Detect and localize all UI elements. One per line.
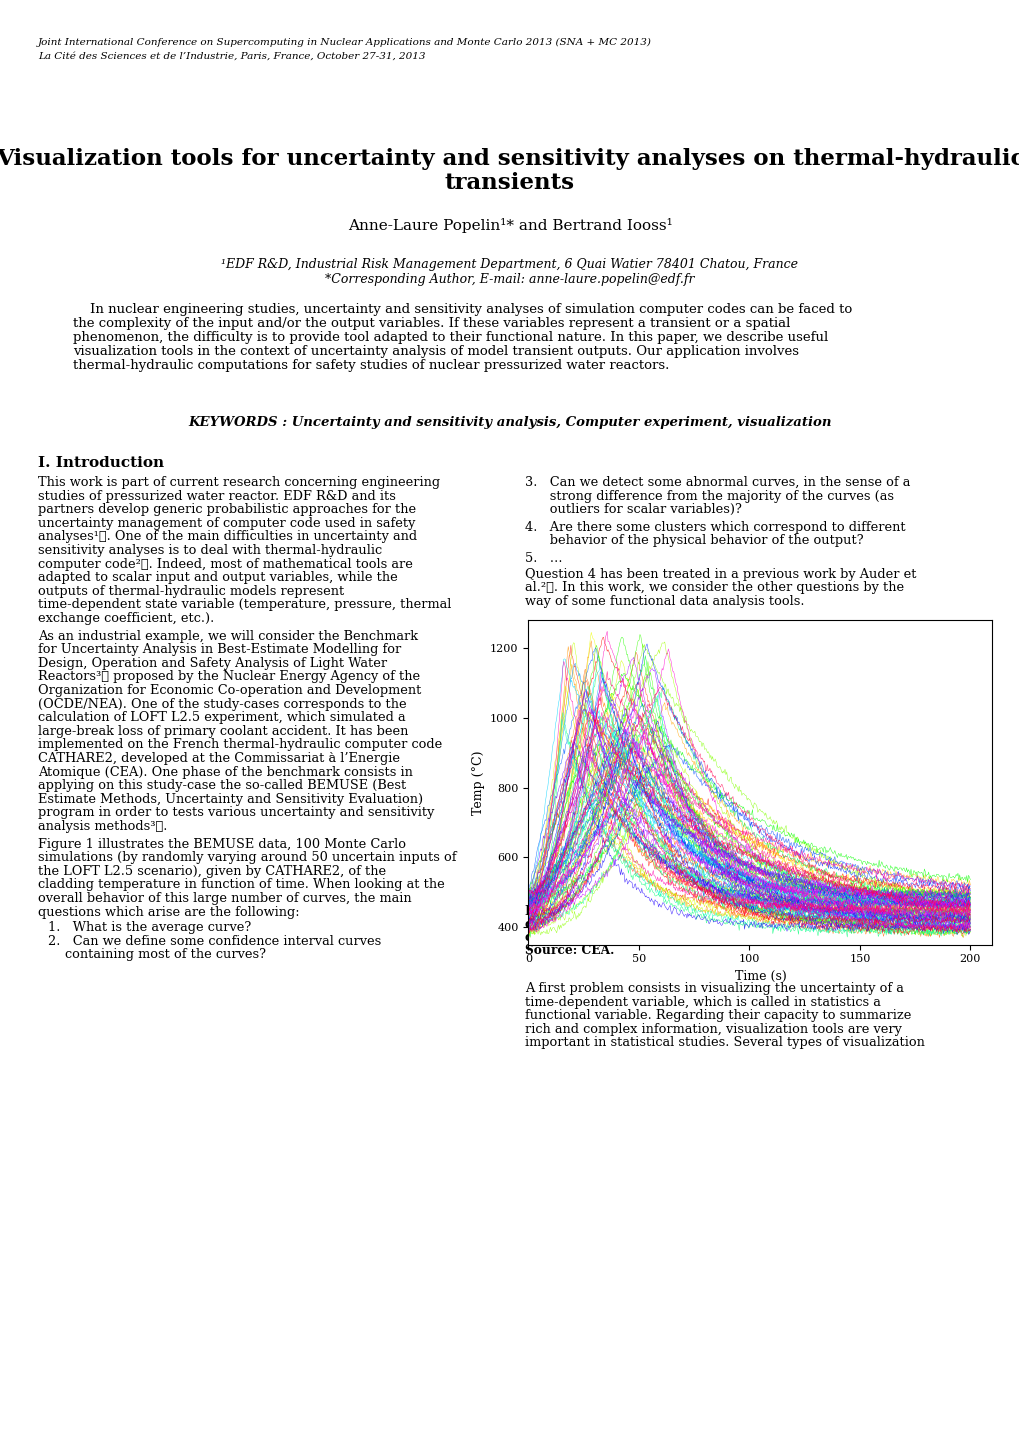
Text: ¹EDF R&D, Industrial Risk Management Department, 6 Quai Watier 78401 Chatou, Fra: ¹EDF R&D, Industrial Risk Management Dep… bbox=[221, 258, 798, 271]
Text: strong difference from the majority of the curves (as: strong difference from the majority of t… bbox=[525, 490, 893, 503]
Text: outputs of thermal-hydraulic models represent: outputs of thermal-hydraulic models repr… bbox=[38, 585, 344, 598]
Text: rich and complex information, visualization tools are very: rich and complex information, visualizat… bbox=[525, 1022, 901, 1035]
Text: outliers for scalar variables)?: outliers for scalar variables)? bbox=[525, 503, 741, 516]
Text: questions which arise are the following:: questions which arise are the following: bbox=[38, 906, 300, 919]
Text: cladding temperature in function of time. When looking at the: cladding temperature in function of time… bbox=[38, 878, 444, 891]
Text: In nuclear engineering studies, uncertainty and sensitivity analyses of simulati: In nuclear engineering studies, uncertai… bbox=[73, 303, 852, 316]
Text: behavior of the physical behavior of the output?: behavior of the physical behavior of the… bbox=[525, 535, 863, 548]
Text: analyses¹⧸. One of the main difficulties in uncertainty and: analyses¹⧸. One of the main difficulties… bbox=[38, 531, 417, 544]
Text: Anne-Laure Popelin¹* and Bertrand Iooss¹: Anne-Laure Popelin¹* and Bertrand Iooss¹ bbox=[347, 218, 672, 234]
Text: transients: transients bbox=[444, 172, 575, 195]
Text: Atomique (CEA). One phase of the benchmark consists in: Atomique (CEA). One phase of the benchma… bbox=[38, 766, 413, 779]
Text: This work is part of current research concerning engineering: This work is part of current research co… bbox=[38, 476, 439, 489]
Text: adapted to scalar input and output variables, while the: adapted to scalar input and output varia… bbox=[38, 571, 397, 584]
Text: Question 4 has been treated in a previous work by Auder et: Question 4 has been treated in a previou… bbox=[525, 568, 916, 581]
Text: 4.   Are there some clusters which correspond to different: 4. Are there some clusters which corresp… bbox=[525, 521, 905, 534]
Text: I. Introduction: I. Introduction bbox=[38, 456, 164, 470]
Text: curves of the cladding temperature of the fuel rods. Each curve: curves of the cladding temperature of th… bbox=[525, 919, 963, 932]
Text: analysis methods³⧸.: analysis methods³⧸. bbox=[38, 820, 167, 833]
Text: 3.   Can we detect some abnormal curves, in the sense of a: 3. Can we detect some abnormal curves, i… bbox=[525, 476, 910, 489]
Text: 2.   Can we define some confidence interval curves: 2. Can we define some confidence interva… bbox=[48, 934, 381, 947]
Text: al.²⧸. In this work, we consider the other questions by the: al.²⧸. In this work, we consider the oth… bbox=[525, 581, 903, 594]
Text: time-dependent variable, which is called in statistics a: time-dependent variable, which is called… bbox=[525, 995, 880, 1008]
Text: Reactors³⧸ proposed by the Nuclear Energy Agency of the: Reactors³⧸ proposed by the Nuclear Energ… bbox=[38, 671, 420, 684]
Text: program in order to tests various uncertainty and sensitivity: program in order to tests various uncert… bbox=[38, 806, 434, 819]
X-axis label: Time (s): Time (s) bbox=[734, 970, 786, 983]
Text: Joint International Conference on Supercomputing in Nuclear Applications and Mon: Joint International Conference on Superc… bbox=[38, 37, 651, 48]
Text: visualization tools in the context of uncertainty analysis of model transient ou: visualization tools in the context of un… bbox=[73, 345, 798, 358]
Text: La Cité des Sciences et de l’Industrie, Paris, France, October 27-31, 2013: La Cité des Sciences et de l’Industrie, … bbox=[38, 52, 425, 61]
Text: Design, Operation and Safety Analysis of Light Water: Design, Operation and Safety Analysis of… bbox=[38, 656, 387, 669]
Text: for Uncertainty Analysis in Best-Estimate Modelling for: for Uncertainty Analysis in Best-Estimat… bbox=[38, 643, 400, 656]
Text: As an industrial example, we will consider the Benchmark: As an industrial example, we will consid… bbox=[38, 630, 418, 643]
Text: CATHARE2, developed at the Commissariat à l’Energie: CATHARE2, developed at the Commissariat … bbox=[38, 751, 399, 766]
Text: 1.   What is the average curve?: 1. What is the average curve? bbox=[48, 921, 251, 934]
Text: functional variable. Regarding their capacity to summarize: functional variable. Regarding their cap… bbox=[525, 1009, 911, 1022]
Text: the complexity of the input and/or the output variables. If these variables repr: the complexity of the input and/or the o… bbox=[73, 317, 790, 330]
Text: (OCDE/NEA). One of the study-cases corresponds to the: (OCDE/NEA). One of the study-cases corre… bbox=[38, 698, 407, 711]
Text: Visualization tools for uncertainty and sensitivity analyses on thermal-hydrauli: Visualization tools for uncertainty and … bbox=[0, 149, 1019, 170]
Text: KEYWORDS : Uncertainty and sensitivity analysis, Computer experiment, visualizat: KEYWORDS : Uncertainty and sensitivity a… bbox=[189, 415, 830, 430]
Text: applying on this study-case the so-called BEMUSE (Best: applying on this study-case the so-calle… bbox=[38, 779, 406, 792]
Text: the LOFT L2.5 scenario), given by CATHARE2, of the: the LOFT L2.5 scenario), given by CATHAR… bbox=[38, 865, 386, 878]
Text: implemented on the French thermal-hydraulic computer code: implemented on the French thermal-hydrau… bbox=[38, 738, 442, 751]
Text: calculation of LOFT L2.5 experiment, which simulated a: calculation of LOFT L2.5 experiment, whi… bbox=[38, 711, 406, 724]
Text: Source: CEA.: Source: CEA. bbox=[525, 945, 613, 957]
Text: Estimate Methods, Uncertainty and Sensitivity Evaluation): Estimate Methods, Uncertainty and Sensit… bbox=[38, 793, 423, 806]
Text: phenomenon, the difficulty is to provide tool adapted to their functional nature: phenomenon, the difficulty is to provide… bbox=[73, 332, 827, 345]
Y-axis label: Temp (°C): Temp (°C) bbox=[471, 750, 484, 815]
Text: important in statistical studies. Several types of visualization: important in statistical studies. Severa… bbox=[525, 1037, 924, 1050]
Text: sensitivity analyses is to deal with thermal-hydraulic: sensitivity analyses is to deal with the… bbox=[38, 544, 382, 557]
Text: comes from the output of one computer code (CATHARE2) run.: comes from the output of one computer co… bbox=[525, 932, 962, 945]
Text: studies of pressurized water reactor. EDF R&D and its: studies of pressurized water reactor. ED… bbox=[38, 490, 395, 503]
Text: containing most of the curves?: containing most of the curves? bbox=[65, 949, 266, 962]
Text: overall behavior of this large number of curves, the main: overall behavior of this large number of… bbox=[38, 893, 412, 906]
Text: 5.   …: 5. … bbox=[525, 552, 562, 565]
Text: uncertainty management of computer code used in safety: uncertainty management of computer code … bbox=[38, 516, 415, 529]
Text: Organization for Economic Co-operation and Development: Organization for Economic Co-operation a… bbox=[38, 684, 421, 696]
Text: time-dependent state variable (temperature, pressure, thermal: time-dependent state variable (temperatu… bbox=[38, 598, 451, 611]
Text: A first problem consists in visualizing the uncertainty of a: A first problem consists in visualizing … bbox=[525, 982, 903, 995]
Text: thermal-hydraulic computations for safety studies of nuclear pressurized water r: thermal-hydraulic computations for safet… bbox=[73, 359, 668, 372]
Text: exchange coefficient, etc.).: exchange coefficient, etc.). bbox=[38, 611, 214, 624]
Text: computer code²⧸. Indeed, most of mathematical tools are: computer code²⧸. Indeed, most of mathema… bbox=[38, 558, 413, 571]
Text: Figure 1 illustrates the BEMUSE data, 100 Monte Carlo: Figure 1 illustrates the BEMUSE data, 10… bbox=[38, 838, 406, 851]
Text: *Corresponding Author, E-mail: anne-laure.popelin@edf.fr: *Corresponding Author, E-mail: anne-laur… bbox=[325, 273, 694, 286]
Text: way of some functional data analysis tools.: way of some functional data analysis too… bbox=[525, 594, 804, 607]
Text: simulations (by randomly varying around 50 uncertain inputs of: simulations (by randomly varying around … bbox=[38, 851, 457, 864]
Text: partners develop generic probabilistic approaches for the: partners develop generic probabilistic a… bbox=[38, 503, 416, 516]
Text: large-break loss of primary coolant accident. It has been: large-break loss of primary coolant acci… bbox=[38, 725, 408, 738]
Text: Figure 1: Visualization of the BEMUSE data: 100 temporal: Figure 1: Visualization of the BEMUSE da… bbox=[525, 906, 927, 919]
